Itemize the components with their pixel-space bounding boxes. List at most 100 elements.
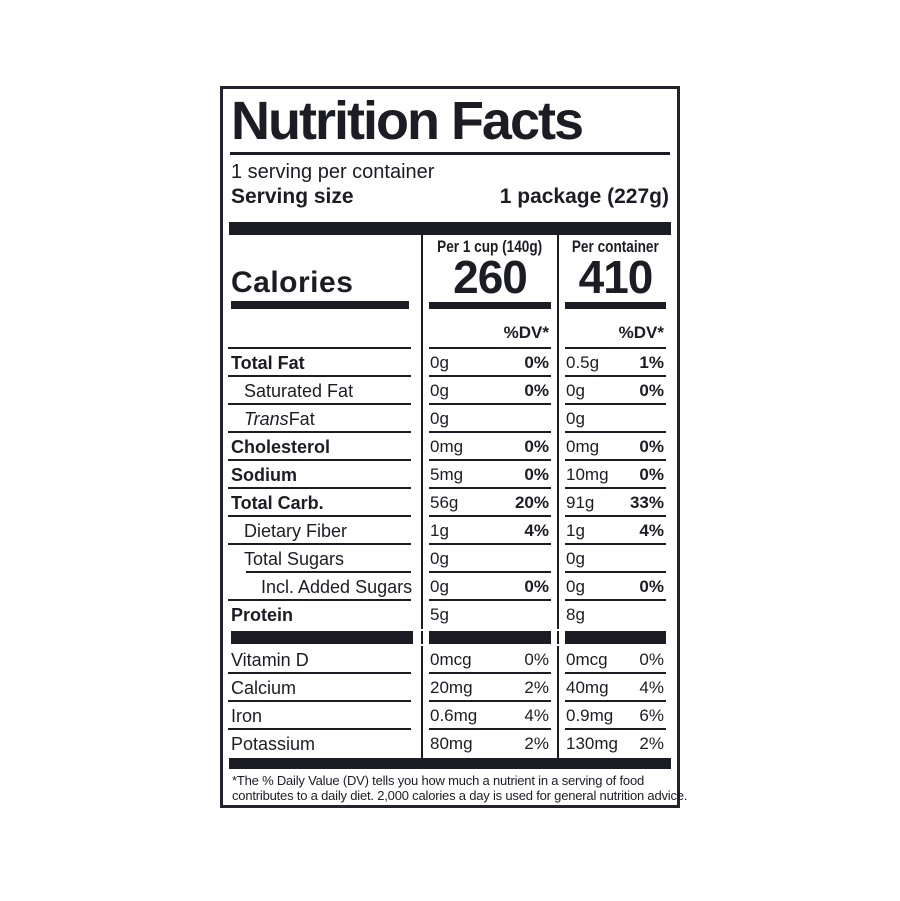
per-cup-value-cell: 5g — [421, 601, 557, 630]
daily-value-percent: 0% — [639, 465, 664, 485]
per-container-value-cell: 10mg 0% — [557, 461, 672, 490]
dv-header-spacer — [228, 311, 421, 350]
nutrient-name: Protein — [231, 604, 294, 625]
amount-value: 1g — [430, 521, 449, 541]
nutrient-name: Trans Fat — [244, 408, 315, 429]
per-cup-value-cell: 0.6mg 4% — [421, 702, 557, 731]
amount-value: 80mg — [430, 734, 473, 754]
nutrient-row: Dietary Fiber 1g 4% 1g 4% — [228, 517, 672, 546]
amount-value: 0g — [430, 409, 449, 429]
daily-value-percent: 0% — [524, 381, 549, 401]
nutrient-name: Saturated Fat — [244, 380, 354, 401]
calories-per-container-underline — [565, 301, 666, 310]
per-cup-value-cell: 0g — [421, 545, 557, 574]
per-container-value-cell: 0g — [557, 405, 672, 434]
daily-value-percent: 0% — [639, 381, 664, 401]
daily-value-percent: 33% — [629, 493, 664, 513]
nutrient-name: Incl. Added Sugars — [261, 576, 413, 597]
per-cup-value-cell: 5mg 0% — [421, 461, 557, 490]
calories-per-container-cell: Per container 410 — [557, 235, 672, 312]
micronutrient-row: Potassium 80mg 2% 130mg 2% — [228, 730, 672, 759]
daily-value-percent: 6% — [639, 706, 664, 726]
nutrient-row: Incl. Added Sugars 0g 0% 0g 0% — [228, 573, 672, 602]
serving-size-label: Serving size — [231, 185, 354, 209]
per-container-value-cell: 130mg 2% — [557, 730, 672, 759]
thick-separator-top — [229, 222, 671, 236]
dv-header-per-cup: %DV* — [421, 311, 557, 350]
footnote-line-2: contributes to a daily diet. 2,000 calor… — [232, 787, 688, 803]
daily-value-percent: 0% — [524, 577, 549, 597]
daily-value-percent: 1% — [639, 353, 664, 373]
amount-value: 0g — [430, 577, 449, 597]
daily-value-percent: 0% — [524, 650, 549, 670]
per-container-header: Per container — [572, 237, 659, 257]
calories-per-cup-value: 260 — [453, 251, 528, 304]
per-container-value-cell: 40mg 4% — [557, 674, 672, 703]
nutrient-name: Dietary Fiber — [244, 520, 348, 541]
amount-value: 40mg — [566, 678, 609, 698]
daily-value-percent: 0% — [524, 437, 549, 457]
per-container-value-cell: 0g — [557, 545, 672, 574]
nutrient-row: Sodium 5mg 0% 10mg 0% — [228, 461, 672, 490]
daily-value-percent: 0% — [639, 577, 664, 597]
daily-value-percent: 0% — [639, 650, 664, 670]
daily-value-percent: 0% — [524, 353, 549, 373]
amount-value: 0mcg — [430, 650, 472, 670]
serving-size-row: Serving size 1 package (227g) — [228, 184, 672, 209]
calories-per-container-value: 410 — [578, 251, 654, 304]
per-cup-value-cell: 0mcg 0% — [421, 646, 557, 675]
per-container-value-cell: 8g — [557, 601, 672, 630]
per-container-value-cell: 0.9mg 6% — [557, 702, 672, 731]
per-cup-value-cell: 0g 0% — [421, 349, 557, 378]
amount-value: 0g — [566, 409, 585, 429]
calories-label: Calories — [231, 266, 354, 300]
amount-value: 91g — [566, 493, 595, 513]
amount-value: 0g — [430, 381, 449, 401]
daily-value-percent: 2% — [639, 734, 664, 754]
amount-value: 10mg — [566, 465, 609, 485]
calories-label-cell: Calories — [228, 235, 421, 311]
per-cup-value-cell: 0g 0% — [421, 573, 557, 602]
amount-value: 56g — [430, 493, 459, 513]
amount-value: 0g — [566, 577, 585, 597]
micronutrient-row: Calcium 20mg 2% 40mg 4% — [228, 674, 672, 703]
nutrient-name: Total Carb. — [231, 492, 324, 513]
nutrient-name: Calcium — [231, 677, 297, 698]
nutrient-row: Cholesterol 0mg 0% 0mg 0% — [228, 433, 672, 462]
amount-value: 0g — [430, 549, 449, 569]
calories-underline — [231, 301, 409, 310]
amount-value: 0mg — [430, 437, 464, 457]
daily-value-percent: 0% — [639, 437, 664, 457]
daily-value-percent: 0% — [524, 465, 549, 485]
per-cup-value-cell: 20mg 2% — [421, 674, 557, 703]
nutrient-row: Saturated Fat 0g 0% 0g 0% — [228, 377, 672, 406]
daily-value-percent: 4% — [639, 521, 664, 541]
per-cup-value-cell: 1g 4% — [421, 517, 557, 546]
micronutrient-separator-bar — [565, 631, 666, 645]
nutrient-row: Total Sugars 0g 0g — [228, 545, 672, 574]
per-container-value-cell: 91g 33% — [557, 489, 672, 518]
per-container-value-cell: 0mcg 0% — [557, 646, 672, 675]
serving-size-value: 1 package (227g) — [499, 185, 669, 209]
calories-per-cup-underline — [429, 301, 551, 310]
amount-value: 0mg — [566, 437, 600, 457]
amount-value: 0g — [566, 381, 585, 401]
micronutrient-row: Vitamin D 0mcg 0% 0mcg 0% — [228, 646, 672, 675]
micronutrient-separator-bar — [231, 631, 413, 645]
title-divider — [230, 152, 670, 156]
nutrient-name: Vitamin D — [231, 649, 309, 670]
per-cup-header: Per 1 cup (140g) — [437, 237, 543, 257]
per-cup-value-cell: 56g 20% — [421, 489, 557, 518]
nutrient-name: Iron — [231, 705, 263, 726]
per-container-value-cell: 0.5g 1% — [557, 349, 672, 378]
micronutrient-separator-bar — [429, 631, 551, 645]
nutrition-facts-title: Nutrition Facts — [231, 91, 584, 151]
amount-value: 0g — [430, 353, 449, 373]
amount-value: 0mcg — [566, 650, 608, 670]
per-cup-value-cell: 80mg 2% — [421, 730, 557, 759]
nutrient-row: Total Fat 0g 0% 0.5g 1% — [228, 349, 672, 378]
amount-value: 5g — [430, 605, 449, 625]
daily-value-percent: 2% — [524, 734, 549, 754]
nutrition-facts-label: Nutrition Facts 1 serving per container … — [220, 86, 688, 808]
